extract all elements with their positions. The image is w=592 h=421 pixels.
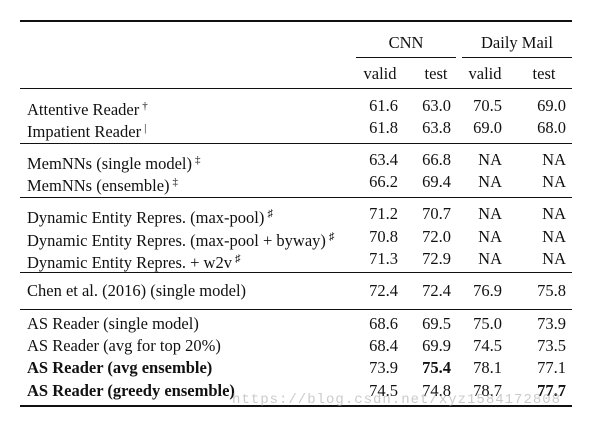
header-dm-valid: valid	[468, 64, 502, 83]
cell-dm-test: 69.0	[537, 96, 566, 115]
cell-dm-valid: NA	[478, 227, 502, 246]
cell-dm-test: 73.9	[537, 314, 566, 333]
cell-cnn-valid: 74.5	[369, 381, 398, 400]
cell-cnn-valid: 70.8	[369, 227, 398, 246]
footnote-mark: |	[144, 122, 147, 134]
cell-dm-valid: 76.9	[473, 281, 502, 300]
cell-cnn-test: 72.4	[422, 281, 451, 300]
cell-dm-valid: 74.5	[473, 336, 502, 355]
cell-dm-test: 77.7	[537, 381, 566, 400]
cell-cnn-test: 70.7	[422, 204, 451, 223]
model-name: Dynamic Entity Repres. (max-pool + byway…	[27, 231, 335, 250]
header-rule	[20, 88, 572, 89]
cell-cnn-valid: 71.3	[369, 249, 398, 268]
cell-cnn-valid: 61.8	[369, 118, 398, 137]
top-rule	[20, 20, 572, 22]
footnote-mark: ♯	[267, 208, 273, 220]
footnote-mark: ♯	[328, 231, 335, 243]
group-rule-4	[20, 309, 572, 310]
cell-dm-valid: NA	[478, 249, 502, 268]
cell-dm-valid: NA	[478, 204, 502, 223]
group-rule-2	[20, 197, 572, 198]
cell-dm-valid: 78.7	[473, 381, 502, 400]
header-cnn-test: test	[424, 64, 448, 83]
cell-dm-valid: 78.1	[473, 358, 502, 377]
cell-dm-test: 75.8	[537, 281, 566, 300]
cell-cnn-test: 63.8	[422, 118, 451, 137]
model-name: AS Reader (avg for top 20%)	[27, 336, 221, 355]
cell-dm-valid: NA	[478, 172, 502, 191]
cell-dm-test: 73.5	[537, 336, 566, 355]
cell-dm-test: NA	[542, 227, 566, 246]
cell-cnn-test: 69.5	[422, 314, 451, 333]
bottom-rule	[20, 405, 572, 407]
cell-dm-test: NA	[542, 172, 566, 191]
cell-cnn-valid: 71.2	[369, 204, 398, 223]
group-rule-1	[20, 143, 572, 144]
cell-cnn-valid: 73.9	[369, 358, 398, 377]
cell-dm-valid: NA	[478, 150, 502, 169]
cell-cnn-test: 72.0	[422, 227, 451, 246]
footnote-mark: ‡	[172, 176, 179, 188]
cell-cnn-test: 66.8	[422, 150, 451, 169]
cell-cnn-valid: 72.4	[369, 281, 398, 300]
cell-cnn-test: 63.0	[422, 96, 451, 115]
footnote-mark: ♯	[234, 253, 241, 265]
cell-dm-valid: 70.5	[473, 96, 502, 115]
cell-cnn-valid: 68.4	[369, 336, 398, 355]
model-name: Dynamic Entity Repres. (max-pool) ♯	[27, 208, 273, 227]
cell-cnn-test: 74.8	[422, 381, 451, 400]
group-rule-3	[20, 272, 572, 273]
header-dailymail: Daily Mail	[481, 33, 553, 52]
header-dm-test: test	[532, 64, 556, 83]
dailymail-group-rule	[462, 57, 572, 58]
cell-cnn-valid: 66.2	[369, 172, 398, 191]
header-cnn-valid: valid	[363, 64, 397, 83]
cell-cnn-valid: 61.6	[369, 96, 398, 115]
cell-dm-test: NA	[542, 249, 566, 268]
model-name: MemNNs (single model) ‡	[27, 154, 201, 173]
cell-dm-valid: 75.0	[473, 314, 502, 333]
cell-dm-test: 68.0	[537, 118, 566, 137]
cell-dm-valid: 69.0	[473, 118, 502, 137]
cell-cnn-valid: 68.6	[369, 314, 398, 333]
cell-cnn-test: 69.4	[422, 172, 451, 191]
model-name: AS Reader (single model)	[27, 314, 199, 333]
model-name: AS Reader (greedy ensemble)	[27, 381, 235, 400]
model-name: Chen et al. (2016) (single model)	[27, 281, 247, 300]
watermark: https://blog.csdn.net/xyz1584172808	[232, 392, 562, 408]
cell-dm-test: NA	[542, 150, 566, 169]
model-name: MemNNs (ensemble) ‡	[27, 176, 179, 195]
footnote-mark: ‡	[194, 154, 201, 166]
cnn-group-rule	[356, 57, 456, 58]
cell-cnn-test: 75.4	[422, 358, 451, 377]
model-name: AS Reader (avg ensemble)	[27, 358, 213, 377]
header-cnn: CNN	[388, 33, 424, 52]
model-name: Impatient Reader |	[27, 122, 147, 141]
cell-cnn-test: 69.9	[422, 336, 451, 355]
cell-dm-test: 77.1	[537, 358, 566, 377]
cell-cnn-test: 72.9	[422, 249, 451, 268]
footnote-mark: †	[142, 100, 148, 112]
model-name: Dynamic Entity Repres. + w2v ♯	[27, 253, 241, 272]
model-name: Attentive Reader †	[27, 100, 148, 119]
cell-cnn-valid: 63.4	[369, 150, 398, 169]
cell-dm-test: NA	[542, 204, 566, 223]
